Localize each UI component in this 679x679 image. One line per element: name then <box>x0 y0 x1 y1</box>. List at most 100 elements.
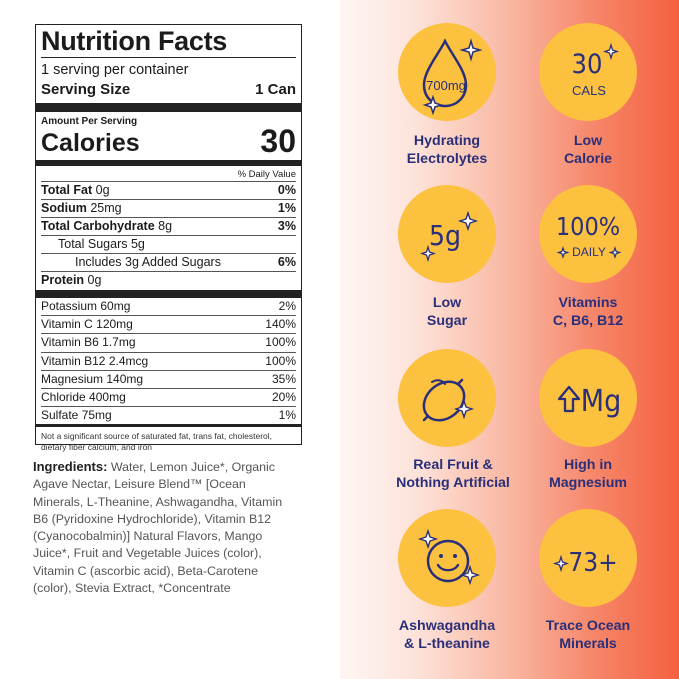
daily-value-icon: 100% DAILY <box>556 212 622 259</box>
serving-size-value: 1 Can <box>255 81 296 98</box>
vitamin-name: Potassium <box>41 299 98 313</box>
badge-icon-text: 5g <box>429 219 461 252</box>
lemon-icon <box>422 378 475 422</box>
magnesium-icon: Mg <box>557 384 621 419</box>
badge-icon-subtext: CALS <box>572 83 606 98</box>
sugar-icon: 5g <box>419 210 479 263</box>
nutrient-amount: 0g <box>87 273 102 287</box>
vitamin-amount: 2.4mcg <box>108 353 149 368</box>
nutrition-facts-label: Nutrition Facts 1 serving per container … <box>35 24 302 452</box>
badge-label-line: C, B6, B12 <box>552 313 624 329</box>
nutrient-name: Total Fat <box>41 183 93 197</box>
ashwagandha-label: Ashwagandha & L-theanine <box>372 617 522 653</box>
trace-minerals-icon: 73+ <box>552 548 618 578</box>
badge-label-line: Electrolytes <box>406 151 488 167</box>
real-fruit-badge <box>398 349 496 447</box>
nutrient-dv: 3% <box>277 219 296 233</box>
nutrient-name: Includes 3g Added Sugars <box>75 255 221 269</box>
badge-label-line: Hydrating <box>413 133 481 149</box>
nutrient-amount: 25mg <box>90 201 122 215</box>
badge-label-line: Ashwagandha <box>398 618 496 634</box>
divider-thick <box>36 160 301 166</box>
nutrient-row: Includes 3g Added Sugars 6% <box>41 253 296 271</box>
badge-label-line: Minerals <box>559 636 617 652</box>
badge-label-line: Low <box>573 133 603 149</box>
vitamin-row: Magnesium 140mg 35% <box>41 369 296 388</box>
vitamin-name: Vitamin B6 <box>41 335 99 350</box>
vitamin-name: Magnesium <box>41 371 104 386</box>
calories-row: Calories 30 <box>41 124 296 158</box>
vitamin-dv: 100% <box>265 335 296 350</box>
nutrient-row: Total Fat 0g 0% <box>41 181 296 199</box>
hydrating-label: Hydrating Electrolytes <box>372 132 522 168</box>
badge-label-line: Calorie <box>563 151 613 167</box>
vitamin-name: Chloride <box>41 390 86 405</box>
low-sugar-badge: 5g <box>398 185 496 283</box>
trace-minerals-label: Trace Ocean Minerals <box>513 617 663 653</box>
vitamin-amount: 60mg <box>100 299 131 313</box>
vitamin-amount: 1.7mg <box>102 335 136 350</box>
water-drop-icon: 700mg <box>422 38 483 116</box>
serving-size-label: Serving Size <box>41 81 131 98</box>
badge-label-line: Trace Ocean <box>545 618 631 634</box>
badge-label-line: Nothing Artificial <box>396 475 510 491</box>
badge-label-line: Vitamins <box>558 295 618 311</box>
badge-icon-text: Mg <box>581 384 621 419</box>
servings-per-container: 1 serving per container <box>41 62 189 78</box>
nutrient-name: Total Carbohydrate <box>41 219 155 233</box>
vitamin-amount: 75mg <box>81 408 112 423</box>
vitamin-name: Sulfate <box>41 408 79 423</box>
nutrient-row: Protein 0g <box>41 271 296 289</box>
calories-value: 30 <box>260 123 296 159</box>
vitamin-amount: 400mg <box>89 390 126 405</box>
nutrient-name: Total Sugars <box>58 237 128 251</box>
vitamin-name: Vitamin C <box>41 317 93 332</box>
low-calorie-badge: 30 CALS <box>539 23 637 121</box>
nutrient-dv: 1% <box>277 201 296 215</box>
vitamins-badge: 100% DAILY <box>539 185 637 283</box>
magnesium-label: High in Magnesium <box>513 456 663 492</box>
nutrient-row: Total Sugars 5g <box>41 235 296 253</box>
nutrient-row: Total Carbohydrate 8g 3% <box>41 217 296 235</box>
daily-value-header: % Daily Value <box>237 169 296 180</box>
vitamin-amount: 140mg <box>106 371 144 386</box>
nutrition-title: Nutrition Facts <box>41 26 296 58</box>
vitamin-dv: 20% <box>271 390 296 405</box>
amount-per-serving: Amount Per Serving <box>41 116 138 127</box>
nutrient-dv: 6% <box>277 255 296 269</box>
smiley-icon <box>417 528 481 586</box>
badge-label-line: Sugar <box>426 313 468 329</box>
badge-icon-text: 73+ <box>568 548 617 578</box>
vitamin-row: Potassium 60mg 2% <box>41 298 296 315</box>
vitamin-name: Vitamin B12 <box>41 353 106 368</box>
vitamin-dv: 100% <box>265 353 296 368</box>
divider-thick <box>36 103 301 112</box>
low-sugar-label: Low Sugar <box>372 294 522 330</box>
low-calorie-label: Low Calorie <box>513 132 663 168</box>
nutrition-footnote: Not a significant source of saturated fa… <box>36 424 301 452</box>
nutrient-amount: 5g <box>130 237 145 251</box>
nutrient-amount: 0g <box>95 183 110 197</box>
ingredients-text: Ingredients: Water, Lemon Juice*, Organi… <box>33 458 295 597</box>
badge-label-line: High in <box>563 457 613 473</box>
badge-icon-subtext: DAILY <box>572 245 606 259</box>
real-fruit-label: Real Fruit & Nothing Artificial <box>378 456 528 492</box>
ingredients-label: Ingredients: <box>33 459 108 474</box>
vitamin-dv: 1% <box>278 408 296 423</box>
calories-icon: 30 CALS <box>572 42 620 98</box>
vitamin-row: Sulfate 75mg 1% <box>41 406 296 424</box>
badge-label-line: Low <box>432 295 462 311</box>
ingredients-list: Water, Lemon Juice*, Organic Agave Necta… <box>33 460 283 596</box>
badge-label-line: Magnesium <box>548 475 628 491</box>
vitamins-label: Vitamins C, B6, B12 <box>513 294 663 330</box>
vitamin-amount: 120mg <box>96 317 133 332</box>
divider-thick <box>36 290 301 298</box>
nutrient-row: Sodium 25mg 1% <box>41 199 296 217</box>
calories-label: Calories <box>41 129 140 157</box>
badge-label-line: Real Fruit & <box>413 457 493 473</box>
badge-icon-text: 30 <box>572 49 603 80</box>
badge-label-line: & L-theanine <box>404 636 490 652</box>
serving-size-row: Serving Size 1 Can <box>41 80 296 100</box>
nutrient-name: Sodium <box>41 201 87 215</box>
vitamin-row: Vitamin B6 1.7mg 100% <box>41 333 296 351</box>
